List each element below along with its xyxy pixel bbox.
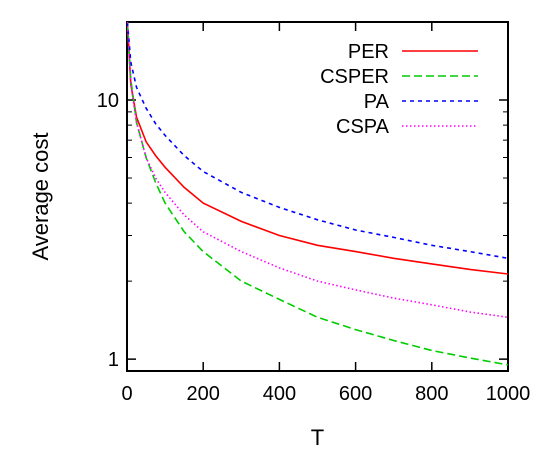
plot-frame xyxy=(126,21,509,372)
legend-label-csper: CSPER xyxy=(320,66,389,88)
x-tick-label: 0 xyxy=(121,383,132,405)
series-lines xyxy=(127,22,508,366)
legend-label-cspa: CSPA xyxy=(336,116,390,138)
series-line-csper xyxy=(127,22,508,366)
x-tick-label: 800 xyxy=(415,383,448,405)
y-tick-label: 10 xyxy=(97,90,119,112)
series-line-pa xyxy=(127,22,508,260)
ticks: 0 200 400 600 800 1000 1 10 xyxy=(97,22,531,405)
series-line-per xyxy=(127,22,508,275)
x-tick-label: 400 xyxy=(263,383,296,405)
x-tick-label: 1000 xyxy=(486,383,531,405)
legend-label-pa: PA xyxy=(364,91,390,113)
y-tick-label: 1 xyxy=(108,349,119,371)
x-tick-label: 600 xyxy=(339,383,372,405)
series-line-cspa xyxy=(127,22,508,319)
plot-area xyxy=(126,21,509,372)
y-axis-label: Average cost xyxy=(28,132,53,260)
x-axis-label: T xyxy=(311,425,324,450)
legend: PER CSPER PA CSPA xyxy=(320,41,478,138)
x-tick-label: 200 xyxy=(187,383,220,405)
legend-label-per: PER xyxy=(348,41,389,63)
